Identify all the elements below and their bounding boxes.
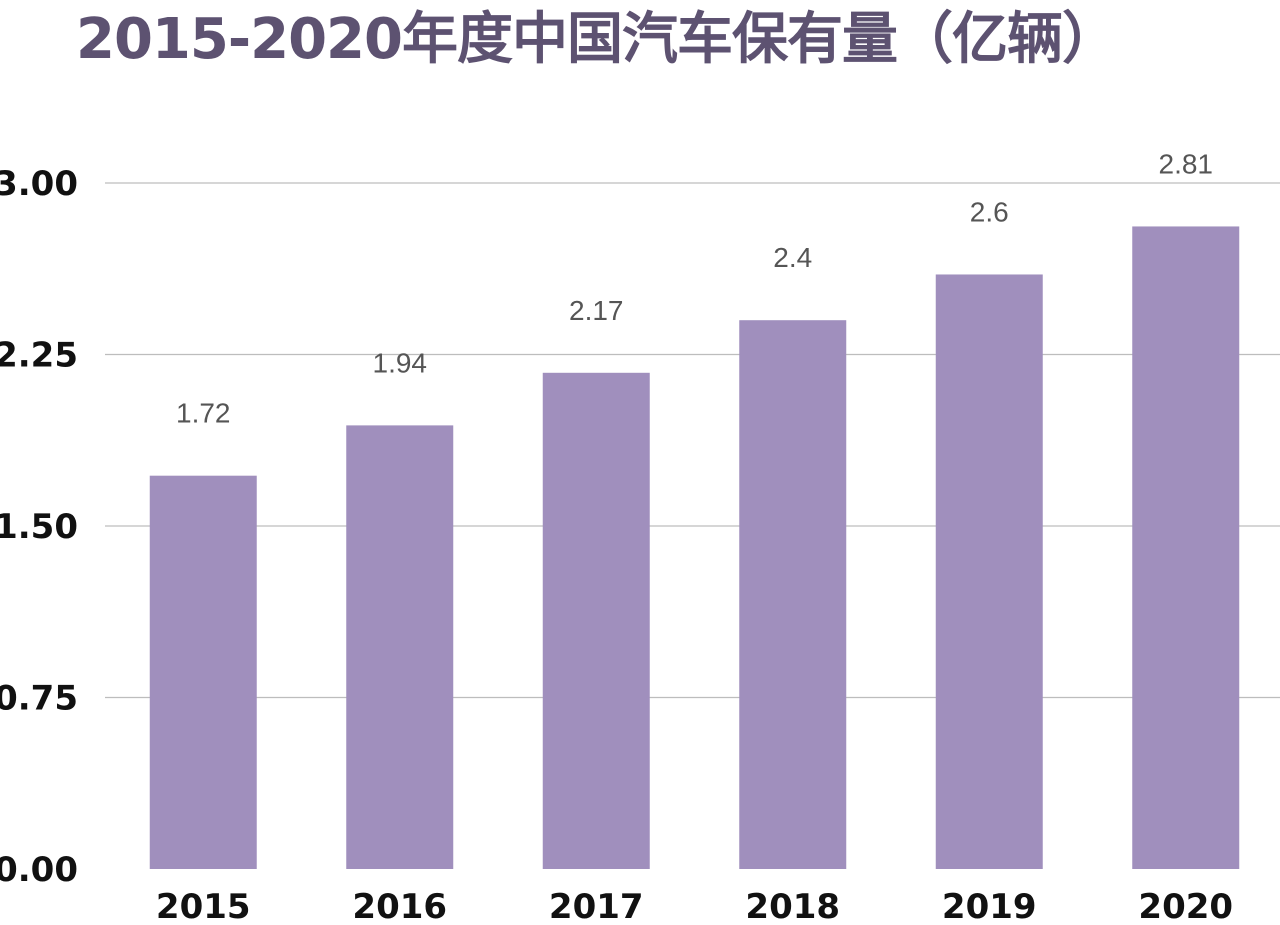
bar-2017 xyxy=(542,372,650,869)
data-label-2020: 2.81 xyxy=(1159,148,1214,179)
chart-title: 2015-2020年度中国汽车保有量（亿辆） xyxy=(76,7,1118,72)
bar-2016 xyxy=(346,425,454,869)
y-axis-tick-labels: 0.00 0.75 1.50 2.25 3.00 xyxy=(0,164,78,890)
x-tick-label-2018: 2018 xyxy=(745,887,840,925)
bar-2020 xyxy=(1132,226,1240,870)
x-tick-label-2017: 2017 xyxy=(549,887,644,925)
y-tick-label: 0.75 xyxy=(0,679,78,719)
data-label-2017: 2.17 xyxy=(569,295,624,326)
x-tick-label-2020: 2020 xyxy=(1138,887,1233,925)
bar-2018 xyxy=(739,320,847,869)
data-label-2019: 2.6 xyxy=(970,196,1009,227)
data-labels: 1.72 1.94 2.17 2.4 2.6 2.81 xyxy=(176,148,1213,428)
data-label-2018: 2.4 xyxy=(773,242,812,273)
y-tick-label: 3.00 xyxy=(0,164,78,204)
x-tick-label-2016: 2016 xyxy=(352,887,447,925)
y-tick-label: 1.50 xyxy=(0,507,78,547)
data-label-2016: 1.94 xyxy=(373,347,428,378)
y-tick-label: 2.25 xyxy=(0,336,78,376)
gridlines xyxy=(105,182,1280,699)
bars xyxy=(149,226,1240,870)
x-tick-label-2015: 2015 xyxy=(156,887,251,925)
data-label-2015: 1.72 xyxy=(176,398,231,429)
bar-2019 xyxy=(935,274,1043,869)
bar-2015 xyxy=(149,475,257,869)
y-tick-label: 0.00 xyxy=(0,850,78,890)
x-tick-label-2019: 2019 xyxy=(942,887,1037,925)
x-axis-tick-labels: 2015 2016 2017 2018 2019 2020 xyxy=(156,887,1233,925)
